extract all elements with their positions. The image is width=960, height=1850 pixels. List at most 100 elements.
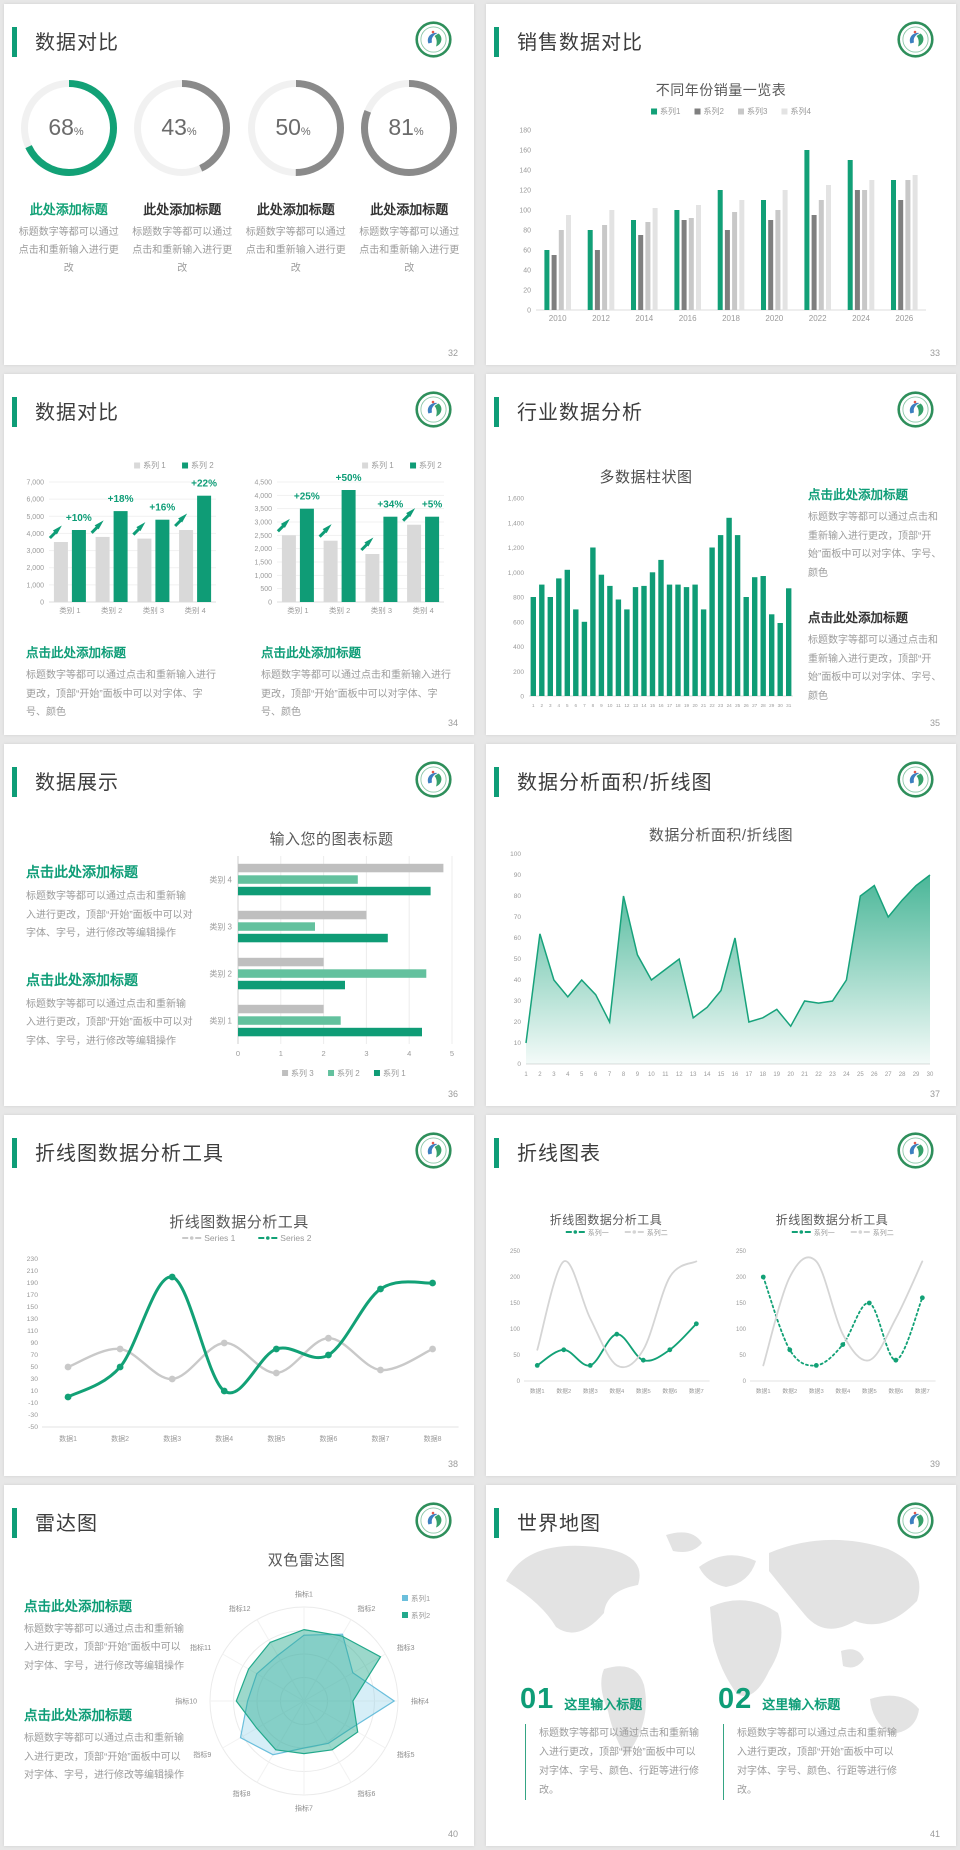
- svg-text:70: 70: [30, 1352, 38, 1359]
- text-blocks: 点击此处添加标题 标题数字等都可以通过点击和重新输入进行更改，顶部“开始”面板中…: [24, 1595, 184, 1786]
- slide-37-area-chart[interactable]: 数据分析面积/折线图 数据分析面积/折线图 0 10 20 30 40 50 60 70 80 9…: [486, 744, 956, 1106]
- svg-text:30: 30: [927, 1072, 934, 1078]
- svg-text:2016: 2016: [679, 314, 697, 323]
- svg-text:20: 20: [514, 1019, 522, 1026]
- slide-35-industry-analysis[interactable]: 行业数据分析 多数据柱状图 0 200 400 600 800 1,000 1,200 1,4…: [486, 374, 956, 736]
- slide-38-line-tool[interactable]: 折线图数据分析工具 折线图数据分析工具 -50 -30 -10 10 30 50 70 90 1…: [4, 1114, 474, 1476]
- svg-text:数据3: 数据3: [583, 1387, 598, 1395]
- svg-text:19: 19: [684, 703, 690, 708]
- page-number: 39: [929, 1458, 940, 1469]
- svg-text:数据4: 数据4: [609, 1387, 625, 1395]
- svg-text:90: 90: [514, 872, 522, 879]
- svg-text:系列 2: 系列 2: [337, 1068, 360, 1078]
- svg-text:数据1: 数据1: [530, 1387, 545, 1395]
- page-number: 37: [929, 1088, 940, 1099]
- svg-text:类别 1: 类别 1: [287, 605, 308, 615]
- svg-text:数据1: 数据1: [59, 1434, 77, 1443]
- donut-item-body: 标题数字等都可以通过点击和重新输入进行更改: [245, 227, 346, 274]
- svg-text:指标9: 指标9: [193, 1750, 211, 1759]
- svg-text:800: 800: [513, 595, 524, 602]
- svg-text:0: 0: [527, 308, 531, 315]
- slide-header: 折线图数据分析工具: [4, 1131, 474, 1177]
- slide-39-line-charts[interactable]: 折线图表 折线图数据分析工具 折线图数据分析工具 0 50 100 150 200 250…: [486, 1114, 956, 1476]
- slide-32-donut-compare[interactable]: 数据对比 68% 此处添加标题 标题数字等都可以通过点击和重新输入进行更改 43…: [4, 4, 474, 366]
- slide-header: 数据对比: [4, 21, 474, 66]
- page-number: 41: [929, 1829, 940, 1839]
- svg-text:4: 4: [407, 1049, 411, 1058]
- text-block: 点击此处添加标题 标题数字等都可以通过点击和重新输入进行更改，顶部“开始”面板中…: [808, 607, 942, 706]
- svg-text:18: 18: [759, 1072, 766, 1078]
- donut-chart: 50%: [243, 76, 349, 185]
- svg-text:28: 28: [899, 1072, 906, 1078]
- slide-title: 销售数据对比: [517, 32, 643, 54]
- block-body: 标题数字等都可以通过点击和重新输入进行更改，顶部“开始”面板中可以对字体、字号、…: [26, 670, 216, 719]
- svg-text:+18%: +18%: [108, 494, 134, 505]
- donut-item-body: 标题数字等都可以通过点击和重新输入进行更改: [359, 227, 460, 274]
- donut-item-body: 标题数字等都可以通过点击和重新输入进行更改: [18, 227, 119, 274]
- grouped-bar-chart: 0 20 40 60 80 100 120 140 160 180 2010 2012 2014 2016…: [508, 104, 932, 337]
- svg-text:9: 9: [636, 1072, 640, 1078]
- svg-text:数据4: 数据4: [215, 1434, 233, 1443]
- slide-34-data-compare-bars[interactable]: 数据对比 0 1,000 2,000 3,000 4,000 5,000 6,000 7,00…: [4, 374, 474, 736]
- svg-text:100: 100: [510, 1327, 521, 1333]
- svg-text:14: 14: [704, 1072, 711, 1078]
- slide-header: 销售数据对比: [486, 21, 956, 66]
- svg-text:6: 6: [594, 1072, 598, 1078]
- svg-text:1,500: 1,500: [254, 560, 272, 567]
- svg-text:系列一: 系列一: [588, 1229, 609, 1237]
- donut-chart: 81%: [356, 76, 462, 185]
- svg-text:指标11: 指标11: [190, 1643, 211, 1652]
- slide-36-data-display[interactable]: 数据展示 点击此处添加标题 标题数字等都可以通过点击和重新输入进行更改，顶部“开…: [4, 744, 474, 1106]
- svg-text:70: 70: [514, 914, 522, 921]
- slide-header: 折线图表: [486, 1131, 956, 1177]
- title-accent-bar: [494, 1137, 499, 1168]
- svg-text:100: 100: [519, 208, 531, 215]
- org-logo-icon: [897, 391, 934, 428]
- svg-text:4,500: 4,500: [254, 480, 272, 487]
- svg-text:27: 27: [752, 703, 758, 708]
- svg-text:22: 22: [815, 1072, 822, 1078]
- svg-text:100: 100: [510, 851, 521, 858]
- svg-text:指标5: 指标5: [397, 1750, 415, 1759]
- slide-40-radar[interactable]: 雷达图 双色雷达图 点击此处添加标题 标题数字等都可以通过点击和重新输入进行更改…: [4, 1484, 474, 1846]
- svg-text:190: 190: [27, 1280, 39, 1287]
- title-accent-bar: [494, 767, 499, 798]
- bar-chart-right: 0 500 1,000 1,500 2,000 2,500 3,000 3,500 4,000 4…: [244, 458, 446, 633]
- slide-33-sales-bars[interactable]: 销售数据对比 不同年份销量一览表 0 20 40 60 80 100 120 140 160 18…: [486, 4, 956, 366]
- svg-text:数据5: 数据5: [267, 1434, 285, 1443]
- svg-text:140: 140: [519, 168, 531, 175]
- svg-text:2026: 2026: [895, 314, 913, 323]
- svg-text:系列1: 系列1: [660, 106, 681, 116]
- svg-text:数据4: 数据4: [835, 1387, 851, 1395]
- svg-text:2024: 2024: [852, 314, 870, 323]
- svg-text:26: 26: [744, 703, 750, 708]
- slide-title: 行业数据分析: [517, 402, 643, 425]
- text-block: 点击此处添加标题 标题数字等都可以通过点击和重新输入进行更改，顶部“开始”面板中…: [24, 1595, 184, 1677]
- svg-text:系列2: 系列2: [411, 1610, 430, 1620]
- svg-text:400: 400: [513, 644, 524, 651]
- svg-text:200: 200: [736, 1275, 747, 1281]
- mini-line-chart-right: 0 50 100 150 200 250 数据1 数据2 数据3 数据4 数据5 数据6 数据7 系列一…: [726, 1228, 938, 1402]
- svg-text:7,000: 7,000: [26, 480, 44, 487]
- slide-title: 数据展示: [35, 772, 119, 795]
- block-body: 标题数字等都可以通过点击和重新输入进行更改，顶部“开始”面板中可以对字体、字号、…: [808, 512, 942, 579]
- slide-title: 世界地图: [517, 1512, 601, 1535]
- svg-text:指标3: 指标3: [397, 1643, 415, 1652]
- text-blocks: 点击此处添加标题 标题数字等都可以通过点击和重新输入进行更改，顶部“开始”面板中…: [808, 484, 942, 706]
- page-number: 38: [447, 1458, 458, 1469]
- svg-text:指标10: 指标10: [175, 1696, 197, 1705]
- svg-text:30: 30: [514, 998, 522, 1005]
- slide-41-world-map[interactable]: 世界地图 01 这里输入标题 标题数字等都可以通过点击和重新输入进行更改，顶部“…: [486, 1484, 956, 1846]
- svg-text:Series 2: Series 2: [280, 1233, 311, 1243]
- chart-title: 折线图数据分析工具: [169, 1213, 309, 1231]
- svg-text:2: 2: [538, 1072, 542, 1078]
- svg-text:类别 2: 类别 2: [101, 605, 122, 615]
- svg-text:0: 0: [40, 600, 44, 607]
- svg-text:-30: -30: [28, 1412, 38, 1419]
- svg-text:20: 20: [787, 1072, 794, 1078]
- donut-item-title: 此处添加标题: [370, 202, 449, 217]
- svg-text:26: 26: [871, 1072, 878, 1078]
- block-body: 标题数字等都可以通过点击和重新输入进行更改，顶部“开始”面板中可以对字体、字号、…: [261, 670, 451, 719]
- column-chart: 0 200 400 600 800 1,000 1,200 1,400 1,600 1 2 3 4 5 6 7…: [496, 490, 796, 717]
- slide-title: 数据对比: [35, 32, 119, 54]
